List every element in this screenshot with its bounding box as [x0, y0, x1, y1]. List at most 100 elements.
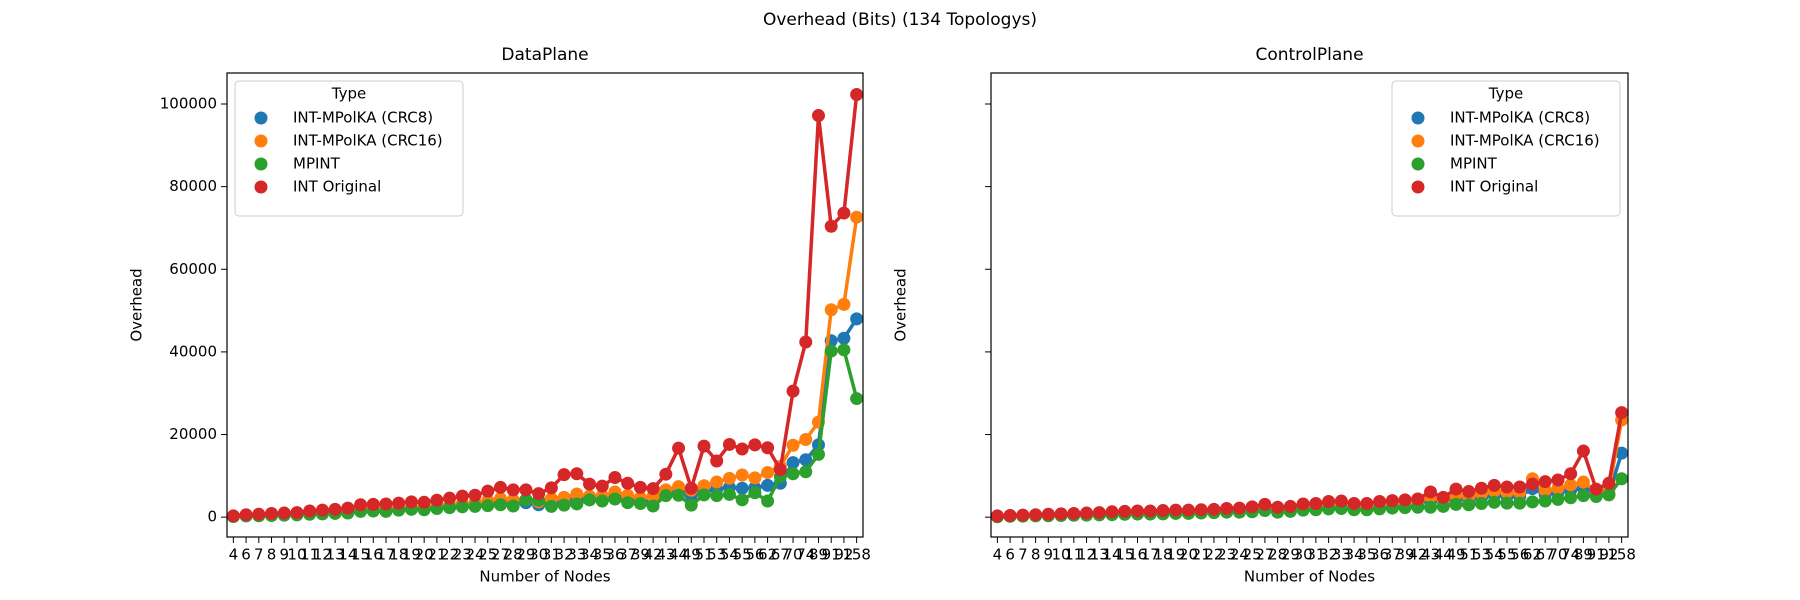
point — [1334, 494, 1348, 508]
point — [1424, 485, 1438, 499]
x-tick-label: 27 — [1255, 546, 1274, 564]
legend-marker — [254, 157, 268, 171]
point — [735, 481, 749, 495]
point — [1564, 478, 1578, 492]
x-tick-label: 20 — [415, 546, 434, 564]
x-tick-label: 23 — [453, 546, 472, 564]
point — [1041, 507, 1055, 521]
point — [392, 496, 406, 510]
x-tick-label: 30 — [529, 546, 548, 564]
point — [595, 479, 609, 493]
x-tick-label: 43 — [656, 546, 675, 564]
legend-label: INT-MPolKA (CRC16) — [1450, 132, 1600, 150]
point — [672, 488, 686, 502]
x-tick-label: 25 — [1243, 546, 1262, 564]
x-tick-label: 6 — [241, 546, 251, 564]
point — [824, 303, 838, 317]
x-tick-label: 4 — [229, 546, 239, 564]
x-tick-label: 32 — [555, 546, 574, 564]
point — [1615, 406, 1629, 420]
point — [583, 493, 597, 507]
point — [303, 504, 317, 518]
x-tick-label: 74 — [796, 546, 815, 564]
legend-label: INT-MPolKA (CRC16) — [293, 132, 443, 150]
point — [1487, 478, 1501, 492]
point — [837, 206, 851, 220]
point — [1181, 503, 1195, 517]
subplot-title: DataPlane — [501, 45, 588, 65]
x-tick-label: 17 — [1141, 546, 1160, 564]
x-tick-label: 9 — [1044, 546, 1054, 564]
point — [1462, 485, 1476, 499]
point — [1054, 507, 1068, 521]
point — [1169, 503, 1183, 517]
x-tick-label: 33 — [567, 546, 586, 564]
x-tick-label: 21 — [1192, 546, 1211, 564]
x-tick-label: 67 — [1536, 546, 1555, 564]
y-tick-label: 80000 — [169, 177, 217, 195]
point — [1411, 492, 1425, 506]
point — [786, 467, 800, 481]
x-tick-label: 70 — [1548, 546, 1567, 564]
point — [722, 471, 736, 485]
x-tick-label: 13 — [326, 546, 345, 564]
legend-label: INT Original — [293, 178, 381, 196]
point — [799, 465, 813, 479]
point — [1220, 501, 1234, 515]
point — [1398, 493, 1412, 507]
x-tick-label: 36 — [605, 546, 624, 564]
point — [850, 210, 864, 224]
x-tick-label: 53 — [707, 546, 726, 564]
x-tick-label: 158 — [842, 546, 871, 564]
point — [570, 497, 584, 511]
legend-marker — [254, 180, 268, 194]
x-tick-label: 32 — [1319, 546, 1338, 564]
point — [1245, 500, 1259, 514]
point — [850, 87, 864, 101]
legend-marker — [1411, 180, 1425, 194]
point — [646, 482, 660, 496]
point — [799, 335, 813, 349]
legend-label: INT-MPolKA (CRC8) — [293, 109, 433, 127]
point — [1156, 504, 1170, 518]
x-tick-label: 18 — [1153, 546, 1172, 564]
legend-marker — [254, 134, 268, 148]
x-tick-label: 22 — [1204, 546, 1223, 564]
x-tick-label: 17 — [376, 546, 395, 564]
y-tick-label: 20000 — [169, 425, 217, 443]
x-tick-label: 29 — [1281, 546, 1300, 564]
point — [608, 492, 622, 506]
x-tick-label: 33 — [1332, 546, 1351, 564]
point — [799, 453, 813, 467]
x-tick-label: 49 — [1446, 546, 1465, 564]
x-tick-label: 7 — [254, 546, 264, 564]
point — [824, 219, 838, 233]
point — [1576, 475, 1590, 489]
x-tick-label: 15 — [351, 546, 370, 564]
x-tick-label: 28 — [504, 546, 523, 564]
point — [493, 480, 507, 494]
x-tick-label: 36 — [1370, 546, 1389, 564]
point — [1347, 497, 1361, 511]
x-tick-label: 67 — [771, 546, 790, 564]
x-tick-label: 49 — [682, 546, 701, 564]
legend-label: MPINT — [293, 155, 341, 173]
point — [1602, 476, 1616, 490]
x-tick-label: 7 — [1018, 546, 1028, 564]
x-tick-label: 16 — [364, 546, 383, 564]
x-tick-label: 15 — [1115, 546, 1134, 564]
x-tick-label: 34 — [1345, 546, 1364, 564]
point — [1474, 481, 1488, 495]
subplot: DataPlane Number of Nodes Overhead 0 20000 40… — [128, 45, 871, 586]
point — [557, 498, 571, 512]
point — [1462, 498, 1476, 512]
point — [443, 501, 457, 515]
point — [621, 496, 635, 510]
point — [354, 498, 368, 512]
subplot-title: ControlPlane — [1255, 45, 1363, 65]
point — [990, 509, 1004, 523]
point — [417, 495, 431, 509]
point — [519, 493, 533, 507]
x-tick-label: 19 — [402, 546, 421, 564]
